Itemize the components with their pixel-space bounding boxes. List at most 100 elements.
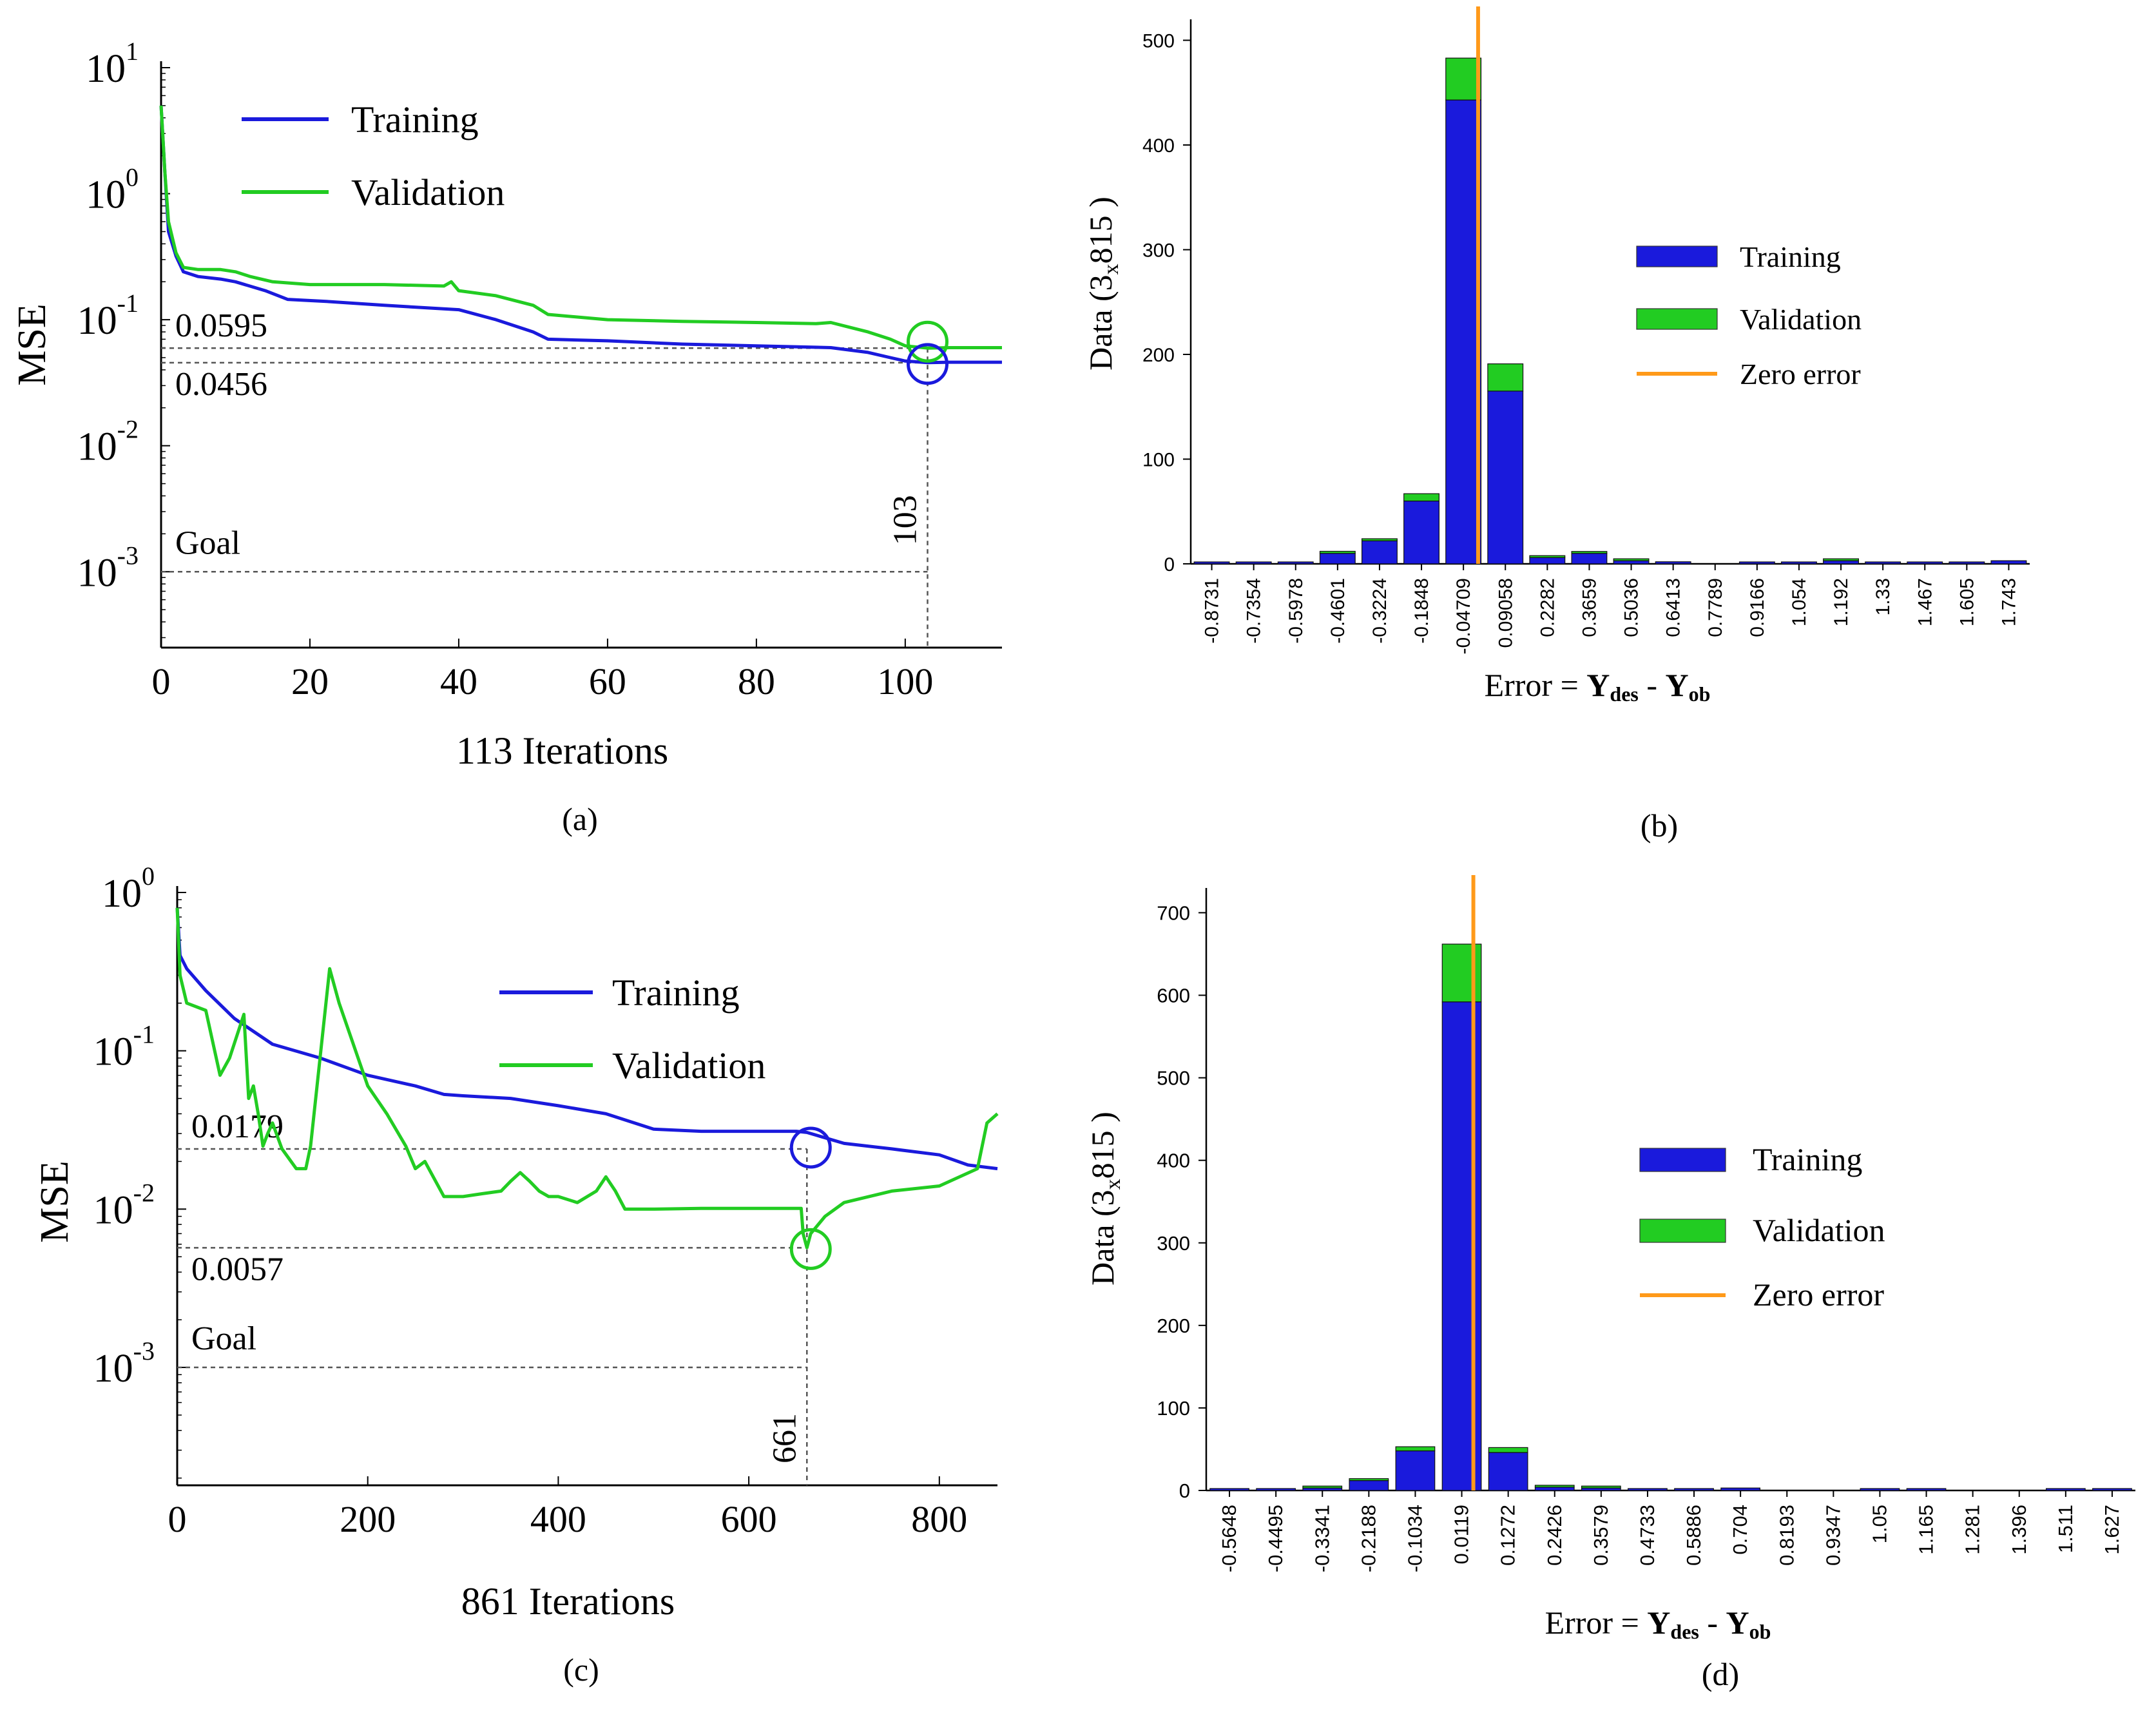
bar-training bbox=[1628, 1488, 1668, 1491]
bar-training bbox=[1193, 561, 1230, 564]
bar-validation bbox=[1445, 57, 1482, 101]
x-tick-label: 400 bbox=[530, 1498, 586, 1540]
bar-training bbox=[1529, 557, 1566, 564]
y-tick-label: 600 bbox=[1157, 985, 1190, 1007]
x-tick-label: -0.1848 bbox=[1411, 578, 1432, 644]
bar-validation bbox=[1349, 1478, 1389, 1481]
y-tick-exp: -2 bbox=[117, 415, 139, 444]
bar-training bbox=[1256, 1488, 1296, 1491]
y-tick-base: 10 bbox=[93, 1030, 133, 1074]
bar-validation bbox=[1571, 551, 1608, 554]
x-axis-label: 113 Iterations bbox=[456, 729, 668, 772]
x-axis-label-part: Y bbox=[1666, 667, 1689, 703]
bar-training bbox=[1613, 560, 1650, 564]
reference-label: 0.0179 bbox=[191, 1108, 284, 1145]
bar-training bbox=[1906, 1488, 1947, 1491]
x-tick-label: 0.2282 bbox=[1537, 578, 1558, 637]
bar-training bbox=[1534, 1487, 1575, 1491]
y-tick-exp: -3 bbox=[117, 541, 139, 570]
x-tick-label: 0 bbox=[168, 1498, 187, 1540]
x-axis-label: Error = Ydes - Yob bbox=[1485, 667, 1711, 706]
bar-validation bbox=[1488, 1447, 1528, 1453]
x-tick-label: 0.5036 bbox=[1621, 578, 1642, 637]
x-tick-label: 0.09058 bbox=[1495, 578, 1516, 648]
x-tick-label: -0.5648 bbox=[1218, 1505, 1240, 1572]
y-tick-label: 400 bbox=[1157, 1150, 1190, 1172]
y-tick-label: 101 bbox=[86, 37, 139, 91]
bar-validation bbox=[1487, 363, 1524, 392]
panel-label: (a) bbox=[562, 801, 598, 837]
y-tick-label: 0 bbox=[1179, 1480, 1190, 1502]
x-axis-label: Error = Ydes - Yob bbox=[1545, 1605, 1771, 1643]
y-axis-label: Data (3x815 ) bbox=[1083, 197, 1123, 371]
x-tick-label: 0.7789 bbox=[1705, 578, 1726, 637]
y-tick-exp: 0 bbox=[142, 862, 155, 891]
y-tick-label: 200 bbox=[1142, 345, 1175, 366]
legend-label: Validation bbox=[1740, 303, 1862, 336]
y-axis-label-part: 815 ) bbox=[1084, 1112, 1121, 1179]
x-tick-label: 1.467 bbox=[1914, 578, 1936, 626]
bar-validation bbox=[1302, 1485, 1343, 1489]
bar-validation bbox=[1403, 493, 1439, 502]
x-tick-label: 0.8193 bbox=[1775, 1505, 1798, 1566]
x-tick-label: 1.165 bbox=[1915, 1505, 1938, 1555]
best-validation-marker bbox=[907, 320, 949, 363]
x-tick-label: 100 bbox=[877, 660, 933, 702]
bar-training bbox=[1860, 1488, 1900, 1491]
x-tick-label: 0.4733 bbox=[1636, 1505, 1659, 1566]
x-tick-label: -0.3341 bbox=[1311, 1505, 1333, 1572]
y-axis-label: Data (3x815 ) bbox=[1084, 1112, 1125, 1286]
y-tick-base: 10 bbox=[77, 551, 117, 595]
x-axis-label-part: Error = bbox=[1485, 667, 1587, 703]
y-axis-label: MSE bbox=[10, 304, 54, 385]
panel-label: (d) bbox=[1702, 1656, 1739, 1692]
x-tick-label: 0.5886 bbox=[1682, 1505, 1705, 1566]
x-tick-label: -0.2188 bbox=[1357, 1505, 1380, 1572]
y-tick-base: 10 bbox=[102, 872, 142, 916]
y-tick-label: 300 bbox=[1157, 1232, 1190, 1255]
reference-label: Goal bbox=[175, 525, 240, 561]
series-line-training bbox=[159, 105, 1002, 365]
legend-label: Zero error bbox=[1753, 1277, 1884, 1313]
x-axis-label-part: ob bbox=[1749, 1620, 1771, 1643]
x-tick-label: -0.4495 bbox=[1264, 1505, 1287, 1572]
best-training-marker bbox=[907, 343, 949, 385]
y-tick-label: 500 bbox=[1142, 31, 1175, 52]
x-tick-label: 0.6413 bbox=[1663, 578, 1684, 637]
x-tick-label: 1.054 bbox=[1789, 578, 1810, 626]
bar-training bbox=[1655, 561, 1691, 564]
y-tick-base: 10 bbox=[93, 1347, 133, 1391]
y-tick-base: 10 bbox=[93, 1188, 133, 1232]
panel-label: (b) bbox=[1641, 807, 1678, 844]
x-axis-label-part: - bbox=[1699, 1605, 1726, 1641]
legend-label: Validation bbox=[1753, 1212, 1885, 1248]
panel-label: (c) bbox=[563, 1652, 599, 1688]
x-axis-label-part: - bbox=[1639, 667, 1666, 703]
x-tick-label: 1.627 bbox=[2101, 1505, 2123, 1555]
bar-training bbox=[1738, 561, 1775, 564]
x-tick-label: 0.9347 bbox=[1822, 1505, 1844, 1566]
x-tick-label: 0.2426 bbox=[1543, 1505, 1566, 1566]
x-tick-label: -0.1034 bbox=[1403, 1505, 1426, 1572]
bar-training bbox=[1319, 553, 1356, 564]
series-line-validation bbox=[159, 105, 1002, 350]
legend-swatch-validation bbox=[1639, 1219, 1726, 1243]
x-tick-label: 0 bbox=[152, 660, 171, 702]
bar-training bbox=[1403, 500, 1439, 564]
legend-swatch-training bbox=[1636, 246, 1718, 267]
x-axis-label-part: Error = bbox=[1545, 1605, 1648, 1641]
legend-label: Validation bbox=[612, 1045, 765, 1086]
bar-training bbox=[1445, 99, 1482, 564]
y-tick-label: 700 bbox=[1157, 901, 1190, 924]
bar-validation bbox=[1441, 943, 1482, 1003]
bar-training bbox=[1907, 561, 1943, 564]
legend-swatch-training bbox=[1639, 1148, 1726, 1172]
y-tick-exp: 0 bbox=[126, 163, 139, 192]
x-tick-label: 1.396 bbox=[2008, 1505, 2030, 1555]
bar-training bbox=[1488, 1452, 1528, 1491]
y-tick-exp: 1 bbox=[126, 37, 139, 66]
